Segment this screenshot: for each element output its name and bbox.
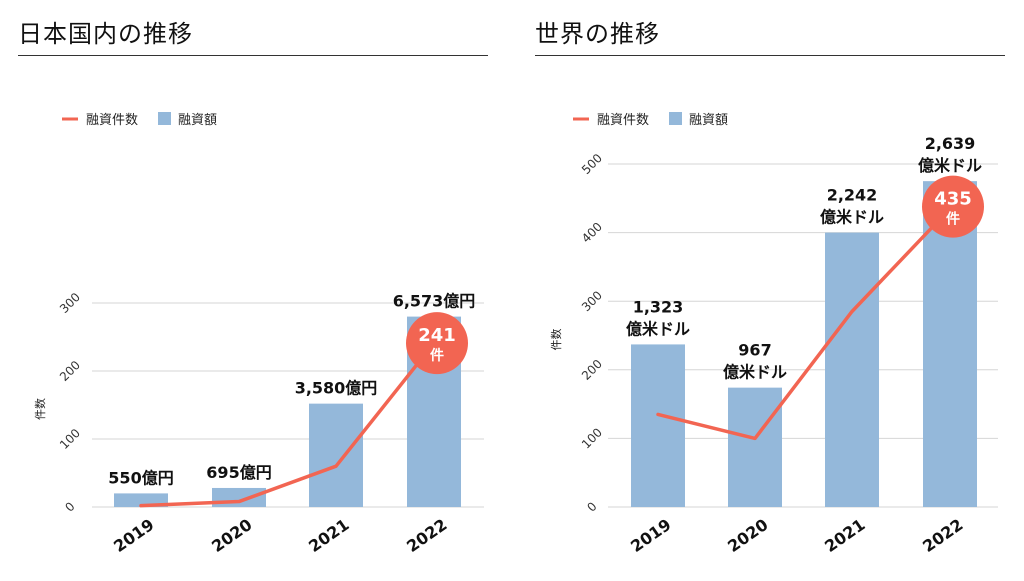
right-chart-title: 世界の推移 [535, 20, 660, 48]
chart0-legend-bar-swatch [158, 112, 171, 125]
chart1-y-tick-label: 100 [579, 425, 605, 451]
chart1-x-tick-label: 2022 [919, 515, 966, 556]
chart0-bar [309, 403, 363, 507]
chart1-bar-data-label: 億米ドル [820, 208, 884, 227]
chart1-x-tick-label: 2019 [627, 515, 674, 556]
chart1-callout-unit: 件 [946, 211, 960, 228]
chart1-bar-data-label: 億米ドル [723, 363, 787, 382]
chart1-bar-data-label: 億米ドル [626, 319, 690, 338]
chart1-bar [825, 232, 879, 507]
chart0-x-tick-label: 2022 [403, 515, 450, 556]
chart0-line-series [139, 341, 436, 508]
chart1-bar-data-label: 億米ドル [918, 156, 982, 175]
chart0-y-tick-label: 100 [57, 426, 83, 452]
chart0-bar-data-label: 6,573億円 [393, 292, 476, 311]
chart1-legend-bar-swatch [669, 112, 682, 125]
chart0-x-tick-label: 2021 [305, 515, 352, 556]
chart0-bar-data-label: 695億円 [206, 463, 271, 482]
chart1-bar-data-label: 1,323 [633, 297, 684, 316]
right-title-rule [535, 55, 1005, 56]
chart0-legend-bar-label: 融資額 [178, 113, 217, 128]
chart0-x-tick-label: 2019 [110, 515, 157, 556]
chart1-bar [631, 344, 685, 507]
chart1-y-tick-label: 500 [579, 151, 605, 177]
chart1-x-tick-label: 2021 [821, 515, 868, 556]
chart1-line-series [656, 206, 952, 441]
chart1-y-tick-label: 0 [584, 499, 599, 514]
chart0-y-tick-label: 0 [62, 499, 77, 514]
chart1-y-axis-label: 件数 [550, 329, 563, 351]
chart1-legend-line-label: 融資件数 [597, 113, 649, 128]
chart0-callout-circle [406, 312, 468, 375]
chart1-y-tick-label: 300 [579, 288, 605, 314]
chart1-callout-value: 435 [934, 189, 972, 210]
chart1-y-tick-label: 200 [579, 357, 605, 383]
left-title-rule [18, 55, 488, 56]
chart0-y-tick-label: 200 [57, 358, 83, 384]
chart0-y-axis-label: 件数 [34, 398, 47, 420]
chart0-bar-data-label: 550億円 [108, 468, 173, 487]
chart0-legend-line-label: 融資件数 [86, 113, 138, 128]
left-chart-title: 日本国内の推移 [18, 20, 193, 48]
chart1-bar-data-label: 2,639 [925, 134, 976, 153]
chart1-bar-data-label: 2,242 [827, 186, 878, 205]
chart0-bar [212, 487, 266, 507]
chart1-callout-circle [922, 175, 984, 238]
chart0-x-tick-label: 2020 [208, 515, 255, 556]
chart1-bar-data-label: 967 [738, 341, 771, 360]
chart0-bar-data-label: 3,580億円 [295, 379, 378, 398]
chart1-x-tick-label: 2020 [724, 515, 771, 556]
chart1-bar [728, 387, 782, 507]
chart1-y-tick-label: 400 [579, 220, 605, 246]
chart1-legend-bar-label: 融資額 [689, 113, 728, 128]
chart0-callout-value: 241 [418, 325, 456, 346]
chart0-y-tick-label: 300 [57, 290, 83, 316]
chart0-callout-unit: 件 [430, 347, 444, 364]
